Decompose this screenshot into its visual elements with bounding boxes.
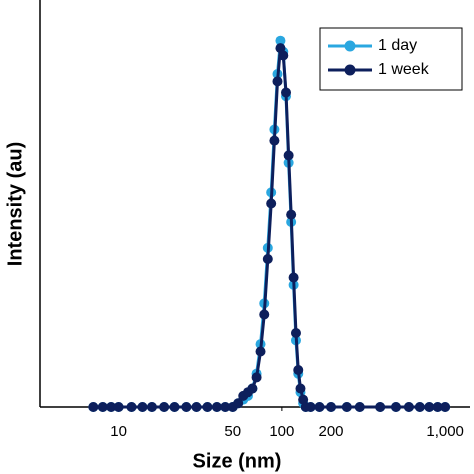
data-point bbox=[106, 402, 117, 412]
data-point bbox=[288, 272, 299, 283]
y-axis-label: Intensity (au) bbox=[4, 142, 26, 266]
legend-marker bbox=[344, 64, 356, 76]
data-point bbox=[251, 372, 262, 383]
data-point bbox=[293, 365, 304, 375]
data-point bbox=[275, 35, 286, 46]
data-point bbox=[290, 328, 301, 338]
data-point bbox=[424, 402, 435, 412]
data-point bbox=[281, 87, 292, 98]
data-point bbox=[278, 50, 289, 61]
data-point bbox=[272, 76, 283, 87]
data-point bbox=[191, 402, 202, 412]
x-tick-label: 200 bbox=[319, 423, 344, 440]
data-point bbox=[262, 254, 273, 264]
series-line bbox=[93, 47, 446, 409]
legend-label: 1 week bbox=[378, 61, 430, 78]
data-point bbox=[181, 402, 192, 412]
data-point bbox=[137, 402, 148, 412]
x-tick-label: 100 bbox=[269, 423, 294, 440]
data-point bbox=[126, 402, 137, 412]
data-point bbox=[354, 402, 365, 412]
data-point bbox=[146, 402, 157, 412]
data-point bbox=[432, 402, 443, 412]
data-point bbox=[269, 135, 280, 146]
data-point bbox=[220, 402, 231, 412]
data-point bbox=[113, 402, 124, 412]
data-point bbox=[266, 198, 277, 209]
data-point bbox=[159, 402, 170, 412]
data-point bbox=[97, 402, 108, 412]
legend-label: 1 day bbox=[378, 37, 417, 54]
data-point bbox=[247, 383, 258, 394]
x-tick-label: 50 bbox=[224, 423, 241, 440]
data-point bbox=[88, 402, 99, 412]
x-axis-label: Size (nm) bbox=[193, 450, 282, 472]
data-point bbox=[259, 309, 270, 320]
data-point bbox=[295, 383, 306, 394]
data-point bbox=[326, 402, 337, 412]
data-point bbox=[202, 402, 213, 412]
data-point bbox=[375, 402, 386, 412]
data-point bbox=[314, 402, 325, 412]
data-point bbox=[255, 346, 266, 357]
legend-box bbox=[319, 27, 463, 91]
legend-marker bbox=[344, 40, 356, 52]
data-point bbox=[283, 150, 294, 161]
data-point bbox=[305, 402, 316, 412]
data-point bbox=[403, 402, 414, 412]
data-point bbox=[440, 402, 451, 412]
data-point bbox=[341, 402, 352, 412]
data-point bbox=[286, 209, 297, 220]
data-point bbox=[211, 402, 222, 412]
x-tick-label: 1,000 bbox=[426, 423, 464, 440]
data-point bbox=[414, 402, 425, 412]
x-tick-label: 10 bbox=[110, 423, 127, 440]
data-point bbox=[390, 402, 401, 412]
data-point bbox=[233, 398, 244, 409]
data-point bbox=[169, 402, 180, 412]
